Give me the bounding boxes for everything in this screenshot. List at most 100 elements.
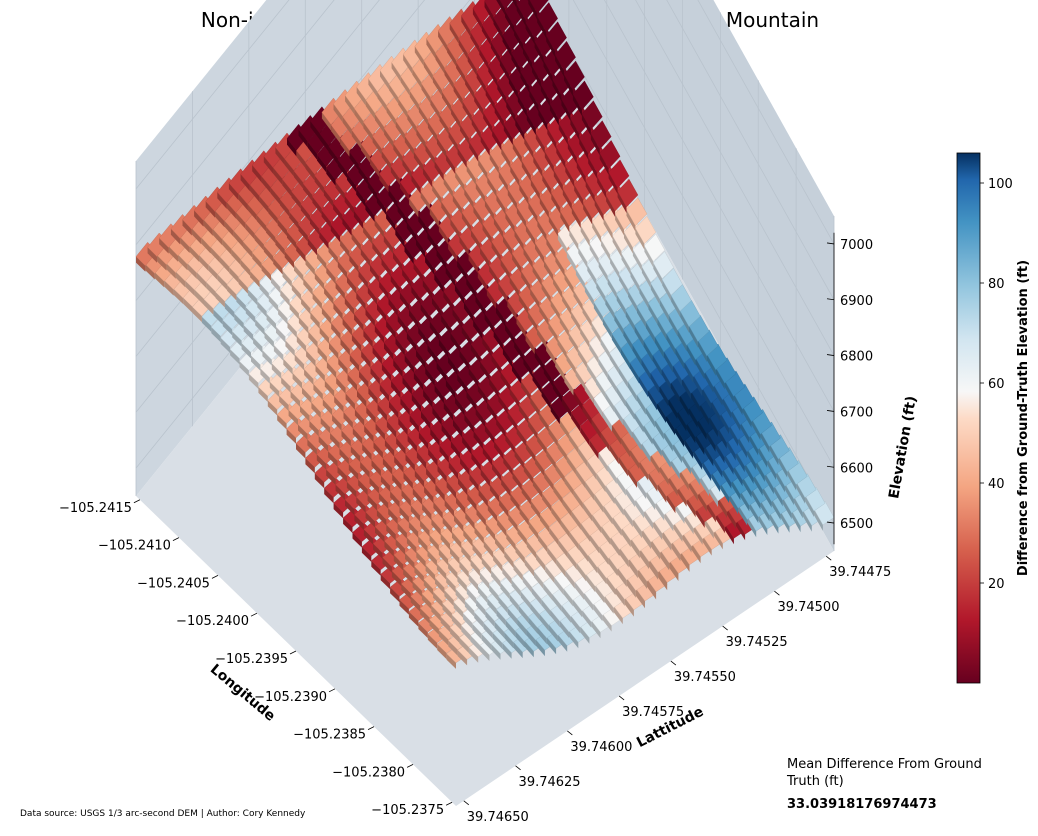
tile-riser: [689, 325, 698, 348]
tile-riser: [673, 522, 683, 542]
tile-riser: [684, 438, 694, 459]
tile-riser: [521, 160, 531, 182]
tile-riser: [285, 340, 295, 357]
tile-riser: [512, 0, 517, 9]
tile-riser: [555, 54, 564, 77]
tile-riser: [344, 195, 354, 214]
tile-riser: [444, 590, 454, 607]
tile-riser: [433, 591, 443, 608]
tile-riser: [452, 309, 462, 328]
tile-riser: [421, 83, 431, 104]
tile-riser: [499, 499, 509, 517]
tile-riser: [518, 404, 529, 424]
tile-riser: [213, 309, 223, 325]
tile-riser: [341, 430, 351, 447]
tile-riser: [335, 181, 345, 200]
tile-riser: [653, 520, 663, 541]
tile-riser: [386, 421, 397, 438]
tile-riser: [203, 219, 213, 236]
tile-riser: [393, 252, 403, 271]
tile-riser: [443, 177, 453, 198]
grid-line: [135, 0, 835, 300]
tile-riser: [575, 369, 585, 390]
tile-riser: [273, 257, 283, 275]
tile-riser: [505, 434, 515, 453]
tile-riser: [302, 387, 312, 404]
tile-riser: [671, 295, 681, 318]
tile-riser: [480, 361, 490, 381]
tile-riser: [271, 363, 282, 379]
tile-riser: [491, 354, 501, 374]
tile-riser: [314, 473, 325, 489]
tile-riser: [671, 540, 681, 562]
tile-riser: [615, 587, 625, 606]
tile-riser: [474, 611, 484, 629]
tile-riser: [305, 162, 315, 181]
tile-riser: [569, 531, 579, 551]
tile-riser: [337, 261, 347, 279]
tile-riser: [650, 372, 660, 394]
tile-riser: [340, 138, 350, 157]
tile-riser: [261, 264, 271, 281]
tile-riser: [604, 595, 614, 614]
tile-riser: [564, 74, 573, 97]
tile-riser: [532, 374, 542, 394]
tile-riser: [538, 109, 548, 131]
x-tick-mark: [445, 801, 453, 806]
tile-riser: [307, 141, 318, 160]
tile-riser: [571, 207, 581, 229]
y-tick-mark: [670, 660, 677, 666]
tile-riser: [548, 427, 558, 447]
y-tick-mark: [825, 555, 832, 561]
tile-riser: [352, 428, 363, 445]
tile-riser: [663, 351, 673, 373]
tile-riser: [523, 358, 533, 378]
tile-riser: [562, 188, 572, 210]
tile-riser: [240, 259, 251, 276]
tile-riser: [498, 171, 508, 192]
tile-riser: [546, 449, 556, 469]
tile-riser: [552, 79, 562, 102]
tile-riser: [423, 168, 433, 188]
tile-riser: [478, 159, 488, 180]
tile-riser: [257, 301, 267, 318]
tile-riser: [535, 242, 544, 264]
tile-riser: [576, 161, 586, 183]
y-tick-mark: [463, 800, 470, 806]
tile-riser: [517, 618, 527, 636]
tile-riser: [235, 212, 246, 229]
tile-riser: [310, 312, 320, 329]
tile-riser: [663, 431, 673, 452]
y-tick-mark: [774, 590, 780, 596]
tile-riser: [526, 114, 536, 135]
tile-riser: [562, 397, 572, 418]
tile-riser: [398, 418, 408, 436]
tile-riser: [340, 338, 350, 356]
tile-riser: [593, 398, 603, 419]
x-tick-mark: [133, 499, 141, 504]
tile-riser: [220, 337, 231, 353]
tile-riser: [477, 271, 487, 291]
tile-riser: [378, 492, 389, 509]
tile-riser: [374, 219, 384, 238]
tile-riser: [520, 71, 530, 93]
tile-riser: [534, 351, 544, 371]
tile-riser: [509, 277, 519, 297]
tile-riser: [459, 350, 469, 369]
tile-riser: [330, 433, 340, 449]
tile-riser: [758, 446, 768, 468]
tile-riser: [575, 268, 585, 290]
tile-riser: [635, 588, 645, 609]
tile-riser: [208, 264, 218, 281]
tile-riser: [414, 566, 424, 583]
tile-riser: [485, 610, 495, 628]
tile-riser: [326, 266, 336, 285]
tile-riser: [367, 494, 377, 511]
tile-riser: [521, 271, 531, 291]
tile-riser: [729, 493, 739, 515]
tile-riser: [273, 167, 283, 185]
tile-riser: [578, 447, 588, 467]
tile-riser: [275, 238, 285, 256]
tile-riser: [390, 275, 400, 294]
tile-riser: [373, 442, 383, 459]
